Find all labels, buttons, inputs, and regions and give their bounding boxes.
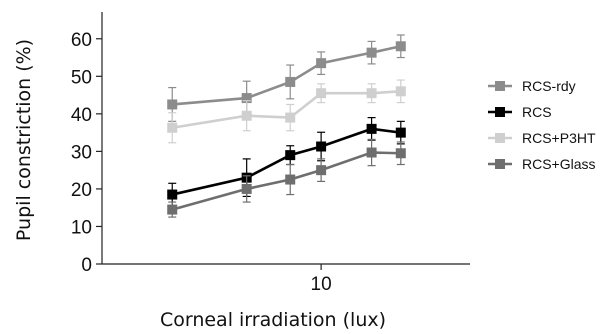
data-point <box>366 123 377 134</box>
legend-label: RCS <box>522 104 552 120</box>
data-point <box>316 88 327 99</box>
data-point <box>167 122 178 133</box>
data-point <box>395 41 406 52</box>
data-point <box>395 127 406 138</box>
y-ticks: 0 10 20 30 40 50 60 <box>71 30 102 276</box>
series-rcs-p3ht <box>167 79 406 144</box>
series-layer <box>167 34 406 218</box>
legend-label: RCS-rdy <box>522 78 576 94</box>
y-tick-label: 0 <box>81 255 92 276</box>
y-tick-label: 10 <box>71 217 92 238</box>
x-tick-label: 10 <box>311 274 332 295</box>
legend-label: RCS+P3HT <box>522 130 596 146</box>
y-tick-label: 60 <box>71 30 92 51</box>
data-point <box>366 147 377 158</box>
data-point <box>316 141 327 152</box>
legend-label: RCS+Glass <box>522 156 596 172</box>
data-point <box>241 110 252 121</box>
data-point <box>285 76 296 87</box>
legend: RCS-rdy RCS RCS+P3HT RCS+Glass <box>488 78 596 172</box>
y-tick-label: 20 <box>71 180 92 201</box>
legend-marker <box>495 107 505 117</box>
legend-marker <box>495 159 505 169</box>
data-point <box>285 174 296 185</box>
data-point <box>366 88 377 99</box>
series-line <box>171 127 401 196</box>
y-tick-label: 30 <box>71 142 92 163</box>
x-axis-title: Corneal irradiation (lux) <box>160 309 386 331</box>
series-line <box>172 45 402 106</box>
series-rcs-glass <box>167 138 406 218</box>
data-point <box>167 204 178 215</box>
data-point <box>167 99 178 110</box>
legend-marker <box>495 133 505 143</box>
data-point <box>241 93 252 104</box>
data-point <box>285 150 296 161</box>
data-point <box>167 189 178 200</box>
axes <box>101 12 470 265</box>
data-point <box>241 183 252 194</box>
data-point <box>285 112 296 123</box>
series-rcs-rdy <box>167 34 406 122</box>
data-point <box>316 165 327 176</box>
y-tick-label: 50 <box>71 67 92 88</box>
data-point <box>395 148 406 159</box>
data-point <box>316 58 327 69</box>
data-point <box>366 47 377 58</box>
y-axis-title: Pupil constriction (%) <box>13 39 35 241</box>
data-point <box>395 86 406 97</box>
legend-marker <box>495 81 505 91</box>
x-ticks: 10 <box>311 264 332 295</box>
y-tick-label: 40 <box>71 105 92 126</box>
